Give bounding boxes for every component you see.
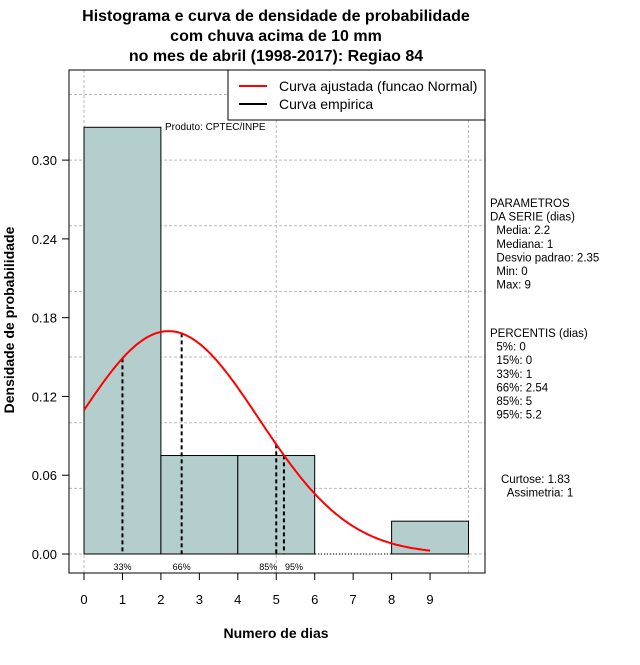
histogram-bar [83,126,162,555]
parameter-line: Max: 9 [490,280,531,292]
percentile-label: 95% [285,562,303,572]
x-tick-label: 5 [273,592,280,607]
normal-curve [83,330,431,552]
percentile-label: 33% [113,562,131,572]
percentile-label: 66% [173,562,191,572]
parameter-line: Mediana: 1 [490,239,553,251]
x-tick-label: 2 [157,592,164,607]
y-axis-title: Densidade de probabilidade [1,226,17,413]
y-tick-label: 0.12 [32,389,57,404]
histogram-bars [83,126,470,555]
y-tick-label: 0.30 [32,153,57,168]
parameter-line: DA SERIE (dias) [490,212,575,224]
parameter-line: Desvio padrao: 2.35 [490,252,599,264]
x-tick-label: 0 [80,592,87,607]
axes: 0 1 2 3 4 5 6 7 8 9 0.00 0.06 0.12 0.18 0.24 0.30 [32,153,434,607]
x-tick-label: 4 [234,592,241,607]
title-line: com chuva acima de 10 mm [170,28,382,45]
y-tick-label: 0.18 [32,311,57,326]
x-tick-label: 8 [388,592,395,607]
title-line: no mes de abril (1998-2017): Regiao 84 [129,48,423,65]
percentile-stat-line: PERCENTIS (dias) [490,328,588,340]
parameter-line: Media: 2.2 [490,225,550,237]
y-tick-label: 0.00 [32,547,57,562]
histogram-bar [160,455,239,555]
x-tick-label: 6 [311,592,318,607]
percentile-stat-line: 5%: 0 [490,342,526,354]
percentile-stat-line: 15%: 0 [490,355,532,367]
percentile-stat-line: 85%: 5 [490,396,532,408]
chart-title: Histograma e curva de densidade de proba… [82,8,470,65]
percentile-label: 85% [259,562,277,572]
x-axis-title: Numero de dias [223,625,328,641]
x-tick-label: 9 [426,592,433,607]
shape-stat-line: Assimetria: 1 [501,488,573,500]
parameter-line: Min: 0 [490,266,528,278]
statistics-panel: PARAMETROS DA SERIE (dias) Media: 2.2 Med… [490,198,599,500]
percentile-lines: 33% 66% 85% 95% [113,333,303,572]
x-tick-label: 3 [196,592,203,607]
credit-label: Produto: CPTEC/INPE [165,122,266,133]
histogram-bar [391,520,470,555]
y-tick-label: 0.24 [32,232,57,247]
legend: Curva ajustada (funcao Normal) Curva emp… [227,69,486,121]
parameter-line: PARAMETROS [490,198,570,210]
x-tick-label: 7 [350,592,357,607]
y-tick-label: 0.06 [32,468,57,483]
legend-label-fitted: Curva ajustada (funcao Normal) [279,78,477,94]
percentile-stat-line: 33%: 1 [490,369,532,381]
title-line: Histograma e curva de densidade de proba… [82,8,470,25]
percentile-stat-line: 95%: 5.2 [490,410,542,422]
legend-label-empirical: Curva empirica [279,96,373,112]
x-tick-label: 1 [119,592,126,607]
shape-stat-line: Curtose: 1.83 [501,474,570,486]
percentile-stat-line: 66%: 2.54 [490,382,549,394]
